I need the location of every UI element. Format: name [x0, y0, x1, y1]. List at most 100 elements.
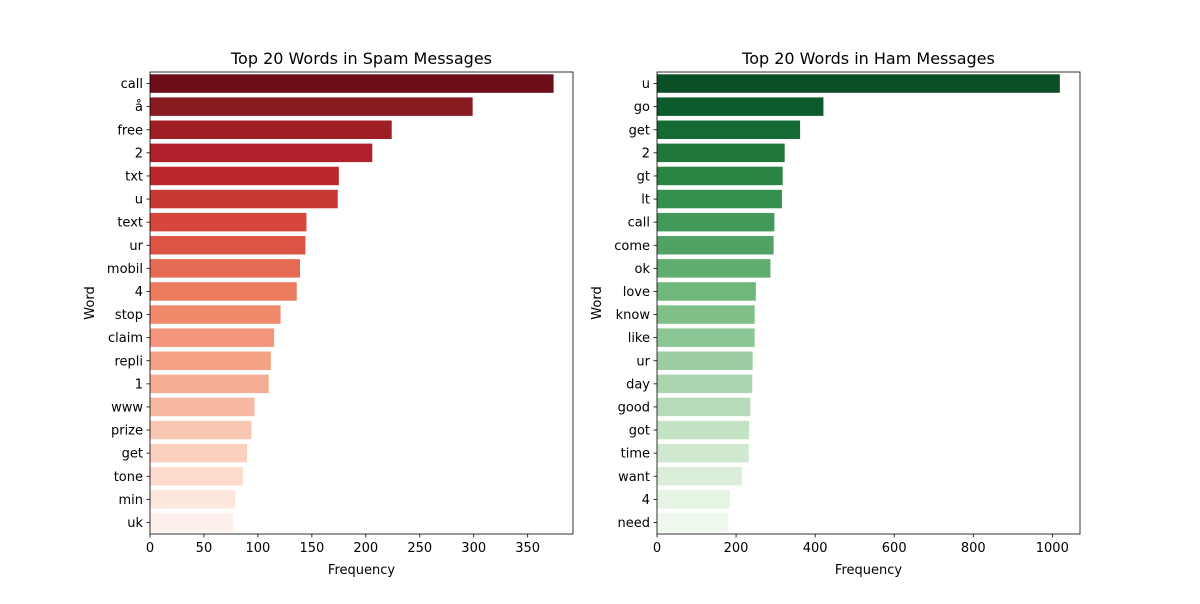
bar-u: [657, 74, 1060, 93]
axes-frame: [149, 71, 574, 535]
bar-2: [150, 143, 373, 163]
bar-get: [657, 120, 801, 139]
y-tick-label: uk: [127, 516, 143, 531]
chart-title: Top 20 Words in Ham Messages: [741, 49, 995, 68]
y-tick-label: text: [117, 216, 143, 231]
y-tick-label: stop: [115, 308, 143, 323]
bar-want: [657, 467, 742, 486]
ham-chart: u go get 2 gt lt call come ok love know like ur day go…: [590, 49, 1081, 578]
bar-min: [150, 490, 236, 509]
x-tick-label: 0: [146, 541, 154, 556]
chart-title: Top 20 Words in Spam Messages: [230, 49, 492, 68]
y-tick-label: mobil: [107, 262, 143, 277]
x-tick-label: 1000: [1036, 541, 1069, 556]
bar-good: [657, 397, 751, 417]
bar-get: [150, 443, 248, 463]
bar-know: [657, 305, 755, 324]
bar-uk: [150, 513, 234, 532]
x-tick-label: 0: [653, 541, 661, 556]
bar-lt: [657, 189, 782, 209]
y-tick-label: love: [623, 285, 650, 300]
x-tick-label: 800: [961, 541, 986, 556]
bar-got: [657, 420, 750, 440]
bar-å: [150, 97, 473, 116]
bar-www: [150, 397, 255, 417]
y-tick-label: tone: [114, 470, 143, 485]
x-tick-label: 250: [407, 541, 432, 556]
x-tick-label: 600: [882, 541, 907, 556]
x-tick-label: 150: [299, 541, 324, 556]
bar-call: [657, 212, 775, 232]
y-tick-label: go: [634, 100, 650, 115]
y-tick-label: call: [121, 77, 143, 92]
bar-repli: [150, 351, 271, 370]
y-tick-label: 2: [135, 146, 143, 161]
y-tick-label: come: [614, 239, 650, 254]
x-axis-label: Frequency: [328, 563, 395, 578]
y-tick-label: 2: [642, 146, 650, 161]
bar-like: [657, 328, 755, 347]
bar-love: [657, 282, 756, 301]
bar-tone: [150, 467, 243, 486]
bar-mobil: [150, 259, 300, 278]
x-tick-label: 300: [461, 541, 486, 556]
y-tick-label: min: [118, 493, 143, 508]
y-tick-label: lt: [641, 193, 650, 208]
bar-prize: [150, 420, 252, 440]
y-tick-label: prize: [111, 424, 143, 439]
y-tick-label: www: [111, 400, 143, 415]
bar-day: [657, 374, 753, 394]
y-tick-label: get: [629, 123, 650, 138]
bar-ur: [657, 351, 753, 370]
bar-4: [657, 490, 730, 509]
x-tick-label: 200: [724, 541, 749, 556]
bar-stop: [150, 305, 281, 324]
bar-2: [657, 143, 785, 163]
y-tick-label: ur: [636, 354, 650, 369]
bar-ur: [150, 236, 306, 255]
y-tick-label: ur: [129, 239, 143, 254]
x-tick-label: 400: [803, 541, 828, 556]
y-tick-label: txt: [125, 169, 143, 184]
bar-gt: [657, 166, 783, 186]
bar-ok: [657, 259, 771, 278]
y-tick-label: å: [135, 100, 143, 115]
axes-frame: [656, 71, 1081, 535]
y-tick-label: time: [621, 447, 650, 462]
x-axis-label: Frequency: [835, 563, 902, 578]
bar-claim: [150, 328, 275, 347]
y-tick-label: 4: [135, 285, 143, 300]
bar-time: [657, 443, 749, 463]
bar-4: [150, 282, 297, 301]
y-tick-label: u: [135, 193, 143, 208]
y-tick-label: need: [618, 516, 651, 531]
y-tick-label: repli: [114, 354, 143, 369]
bar-1: [150, 374, 269, 394]
y-tick-label: got: [629, 424, 650, 439]
y-tick-label: like: [628, 331, 650, 346]
y-tick-label: want: [618, 470, 650, 485]
y-tick-label: call: [628, 216, 650, 231]
y-tick-label: get: [122, 447, 143, 462]
y-tick-label: claim: [108, 331, 143, 346]
x-tick-label: 100: [245, 541, 270, 556]
bar-u: [150, 189, 338, 209]
y-tick-label: free: [117, 123, 143, 138]
y-axis-label: Word: [590, 286, 605, 319]
y-tick-label: good: [618, 400, 650, 415]
bar-call: [150, 74, 554, 93]
bar-go: [657, 97, 824, 116]
y-tick-label: gt: [637, 169, 650, 184]
y-tick-label: day: [626, 377, 650, 392]
y-tick-label: know: [616, 308, 651, 323]
bar-text: [150, 212, 307, 232]
spam-chart: call å free 2 txt u text ur mobil 4 stop claim repli…: [83, 49, 574, 578]
x-tick-label: 350: [515, 541, 540, 556]
bar-txt: [150, 166, 339, 186]
x-tick-label: 200: [353, 541, 378, 556]
y-tick-label: 1: [135, 377, 143, 392]
bar-need: [657, 513, 729, 532]
y-tick-label: u: [642, 77, 650, 92]
